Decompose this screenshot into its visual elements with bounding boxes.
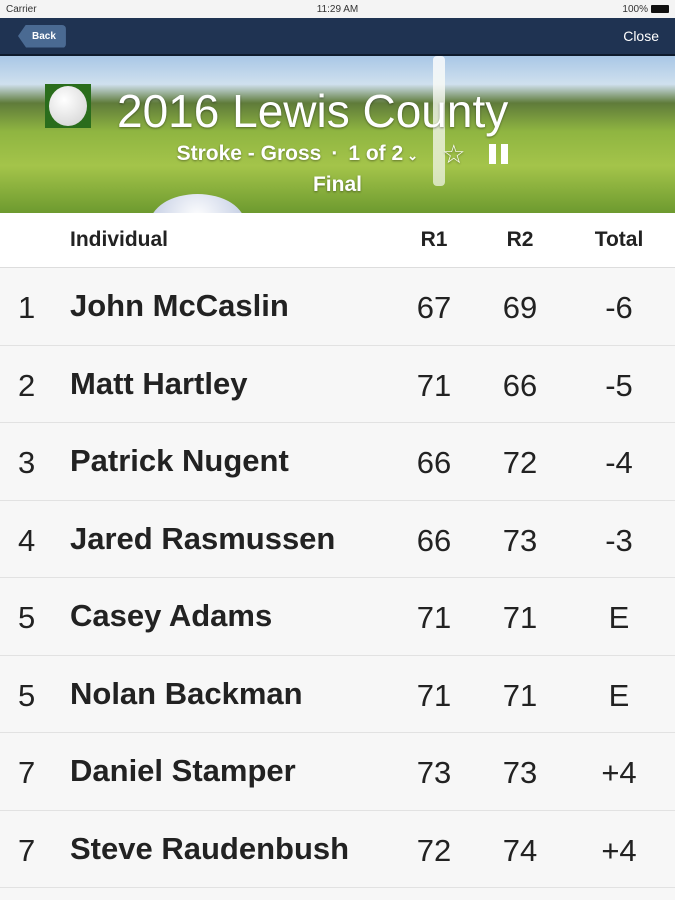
position: 3 bbox=[18, 445, 36, 480]
position: 5 bbox=[18, 600, 36, 635]
round1-score: 67 bbox=[416, 290, 452, 325]
battery-percent: 100% bbox=[622, 3, 648, 15]
round-selector-label: 1 of 2 bbox=[348, 142, 404, 165]
round2-score: 72 bbox=[502, 445, 538, 480]
round1-score: 71 bbox=[416, 600, 452, 635]
status-bar: Carrier 11:29 AM 100% bbox=[0, 0, 675, 18]
table-row[interactable]: 7 Daniel Stamper 73 73 +4 bbox=[0, 733, 675, 811]
round1-score: 72 bbox=[416, 832, 452, 868]
table-row[interactable]: 1 John McCaslin 67 69 -6 bbox=[0, 268, 675, 346]
round2-score: 69 bbox=[502, 290, 538, 325]
player-name: Jared Rasmussen bbox=[70, 520, 336, 556]
golf-ball-logo-icon bbox=[45, 84, 91, 128]
player-name: Matt Hartley bbox=[70, 365, 248, 401]
position: 1 bbox=[18, 290, 36, 325]
total-score: -3 bbox=[605, 522, 633, 558]
round2-score: 71 bbox=[502, 677, 538, 713]
column-total: Total bbox=[594, 228, 644, 251]
chevron-down-icon: ⌄ bbox=[407, 148, 419, 163]
total-score: -6 bbox=[605, 290, 633, 325]
position: 5 bbox=[18, 677, 36, 713]
golf-ball-image bbox=[150, 194, 245, 213]
round1-score: 73 bbox=[416, 755, 452, 790]
back-button[interactable]: Back bbox=[18, 24, 66, 48]
column-individual: Individual bbox=[70, 228, 169, 251]
nav-bar: Back Close bbox=[0, 18, 675, 56]
table-row[interactable]: 7 Steve Raudenbush 72 74 +4 bbox=[0, 810, 675, 888]
leaderboard: 1 John McCaslin 67 69 -6 2 Matt Hartley 71 66 -5 3… bbox=[0, 268, 675, 888]
carrier-label: Carrier bbox=[6, 3, 37, 15]
player-name: Casey Adams bbox=[70, 598, 273, 633]
player-name: Patrick Nugent bbox=[70, 443, 289, 478]
player-name: John McCaslin bbox=[70, 288, 289, 323]
total-score: -5 bbox=[605, 367, 633, 403]
close-button[interactable]: Close bbox=[623, 28, 659, 44]
player-name: Nolan Backman bbox=[70, 675, 303, 711]
position: 2 bbox=[18, 367, 36, 403]
player-name: Steve Raudenbush bbox=[70, 830, 350, 866]
total-score: E bbox=[608, 600, 630, 635]
total-score: +4 bbox=[601, 832, 637, 868]
round1-score: 66 bbox=[416, 445, 452, 480]
player-name: Daniel Stamper bbox=[70, 753, 296, 788]
column-r1: R1 bbox=[420, 228, 448, 251]
battery-indicator: 100% bbox=[622, 4, 669, 15]
total-score: E bbox=[608, 677, 630, 713]
table-row[interactable]: 3 Patrick Nugent 66 72 -4 bbox=[0, 423, 675, 501]
pause-icon[interactable] bbox=[489, 144, 509, 164]
separator: · bbox=[331, 142, 339, 165]
round-selector[interactable]: 1 of 2 ⌄ bbox=[348, 142, 418, 166]
round2-score: 73 bbox=[502, 522, 538, 558]
table-row[interactable]: 5 Casey Adams 71 71 E bbox=[0, 578, 675, 656]
flag-pin-image bbox=[433, 56, 445, 186]
clock: 11:29 AM bbox=[316, 3, 359, 15]
round2-score: 71 bbox=[502, 600, 538, 635]
battery-icon bbox=[651, 4, 669, 13]
total-score: +4 bbox=[601, 755, 637, 790]
round2-score: 73 bbox=[502, 755, 538, 790]
table-row[interactable]: 4 Jared Rasmussen 66 73 -3 bbox=[0, 500, 675, 578]
position: 7 bbox=[18, 755, 36, 790]
round1-score: 71 bbox=[416, 677, 452, 713]
round1-score: 71 bbox=[416, 367, 452, 403]
star-icon[interactable]: ☆ bbox=[442, 138, 466, 169]
tournament-header: 2016 Lewis County Stroke - Gross · 1 of … bbox=[0, 56, 675, 213]
table-header: Individual R1 R2 Total bbox=[0, 213, 675, 268]
tournament-title: 2016 Lewis County bbox=[117, 85, 509, 137]
column-r2: R2 bbox=[506, 228, 534, 251]
round2-score: 74 bbox=[502, 832, 538, 868]
status-label: Final bbox=[312, 173, 362, 196]
round2-score: 66 bbox=[502, 367, 538, 403]
position: 7 bbox=[18, 832, 36, 868]
round1-score: 66 bbox=[416, 522, 452, 558]
table-row[interactable]: 2 Matt Hartley 71 66 -5 bbox=[0, 345, 675, 423]
position: 4 bbox=[18, 522, 36, 558]
total-score: -4 bbox=[605, 445, 633, 480]
table-row[interactable]: 5 Nolan Backman 71 71 E bbox=[0, 655, 675, 733]
format-label: Stroke - Gross bbox=[176, 142, 322, 165]
